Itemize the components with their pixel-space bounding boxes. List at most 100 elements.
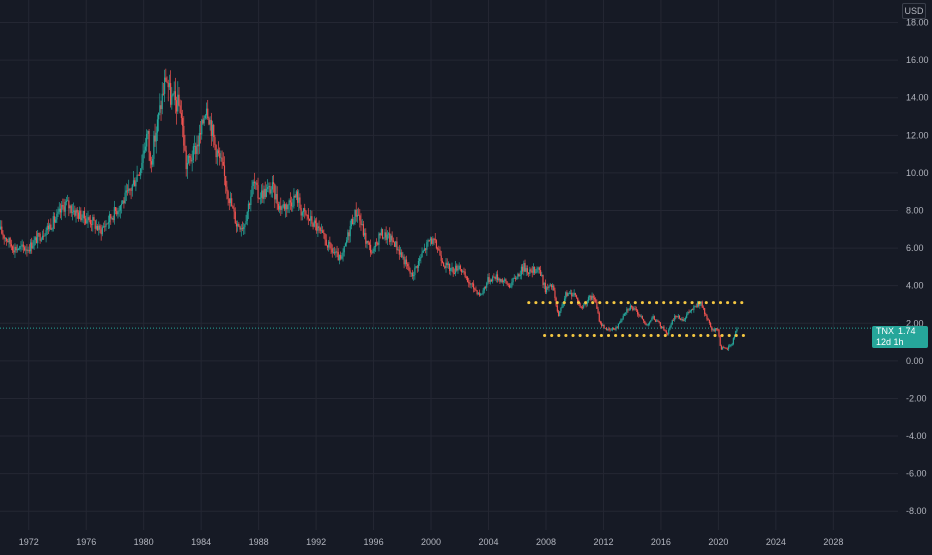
candle-body — [531, 270, 533, 273]
candle-body — [676, 316, 678, 318]
candle-body — [294, 195, 296, 198]
candle-body — [579, 302, 581, 307]
candle-body — [347, 232, 349, 241]
candle-body — [249, 203, 251, 205]
currency-label[interactable]: USD — [902, 3, 926, 19]
candle-body — [247, 203, 250, 212]
candle-body — [365, 232, 367, 244]
candle-body — [690, 309, 693, 312]
candle-body — [660, 326, 663, 329]
candle-body — [446, 262, 448, 266]
candle-body — [138, 174, 141, 176]
candle-body — [275, 194, 277, 200]
candle-body — [608, 328, 610, 330]
candle-body — [38, 233, 40, 235]
candle-body — [173, 91, 175, 94]
candle-body — [644, 320, 646, 324]
candle-body — [498, 278, 500, 280]
candle-body — [512, 278, 514, 283]
candle-body — [583, 305, 585, 308]
candle-body — [343, 246, 345, 253]
candle-body — [496, 274, 499, 280]
candle-body — [466, 277, 469, 283]
candle-body — [537, 267, 539, 269]
candle-body — [68, 200, 70, 209]
candle-body — [393, 242, 396, 247]
x-tick-label: 2008 — [536, 537, 556, 547]
candle-body — [532, 266, 535, 273]
y-tick-label: 18.00 — [906, 18, 929, 28]
candle-body — [681, 319, 683, 321]
candle-body — [402, 256, 404, 258]
candle-body — [452, 267, 454, 274]
annotations[interactable] — [527, 301, 748, 337]
candle-body — [599, 321, 602, 324]
candle-body — [603, 324, 605, 329]
candle-body — [642, 319, 645, 321]
candle-body — [171, 95, 173, 105]
candle-body — [590, 295, 592, 300]
candle-body — [562, 303, 564, 305]
candle-body — [232, 206, 234, 209]
grid — [0, 0, 898, 530]
candle-body — [636, 310, 639, 315]
candle-body — [458, 265, 460, 270]
candle-body — [293, 195, 295, 206]
candle-body — [252, 181, 254, 186]
candle-body — [217, 150, 220, 154]
candle-body — [641, 315, 643, 320]
candle-body — [46, 225, 48, 231]
candle-body — [511, 282, 513, 287]
candle-body — [659, 322, 661, 327]
candle-body — [152, 158, 154, 165]
candle-body — [687, 311, 689, 315]
candle-body — [462, 271, 464, 273]
candle-body — [25, 249, 27, 251]
candle-body — [312, 223, 314, 227]
candle-body — [298, 197, 300, 203]
candle-body — [450, 268, 452, 271]
candle-body — [337, 252, 339, 261]
candle-body — [427, 240, 429, 243]
candle-body — [708, 319, 711, 323]
candle-body — [574, 292, 576, 296]
candle-body — [654, 319, 657, 322]
candle-body — [695, 306, 697, 308]
candle-body — [272, 182, 275, 185]
candle-body — [609, 329, 611, 331]
candle-body — [705, 314, 707, 316]
candle-body — [241, 228, 244, 229]
candle-body — [368, 242, 370, 245]
candle-body — [536, 268, 538, 272]
candle-body — [508, 284, 511, 288]
candle-body — [580, 306, 582, 308]
candle-body — [526, 268, 529, 273]
candle-body — [484, 287, 487, 288]
candle-body — [568, 292, 570, 294]
candle-body — [37, 233, 39, 244]
candle-body — [419, 258, 421, 262]
candle-body — [176, 100, 178, 112]
candle-body — [710, 322, 712, 327]
candle-body — [693, 306, 695, 310]
candle-body — [714, 328, 717, 331]
candle-body — [215, 145, 217, 158]
candle-body — [237, 223, 239, 227]
candle-body — [383, 237, 385, 239]
candle-body — [180, 113, 182, 118]
candle-body — [387, 233, 390, 235]
candle-body — [198, 133, 200, 147]
candle-body — [407, 264, 409, 267]
candle-body — [721, 347, 724, 350]
candle-body — [55, 219, 57, 223]
y-tick-label: 14.00 — [906, 93, 929, 103]
candle-body — [727, 346, 730, 350]
candle-body — [219, 153, 221, 158]
candle-body — [420, 256, 422, 259]
candle-body — [538, 267, 540, 271]
candle-body — [265, 188, 268, 197]
candle-body — [323, 232, 325, 235]
candle-body — [628, 309, 630, 311]
